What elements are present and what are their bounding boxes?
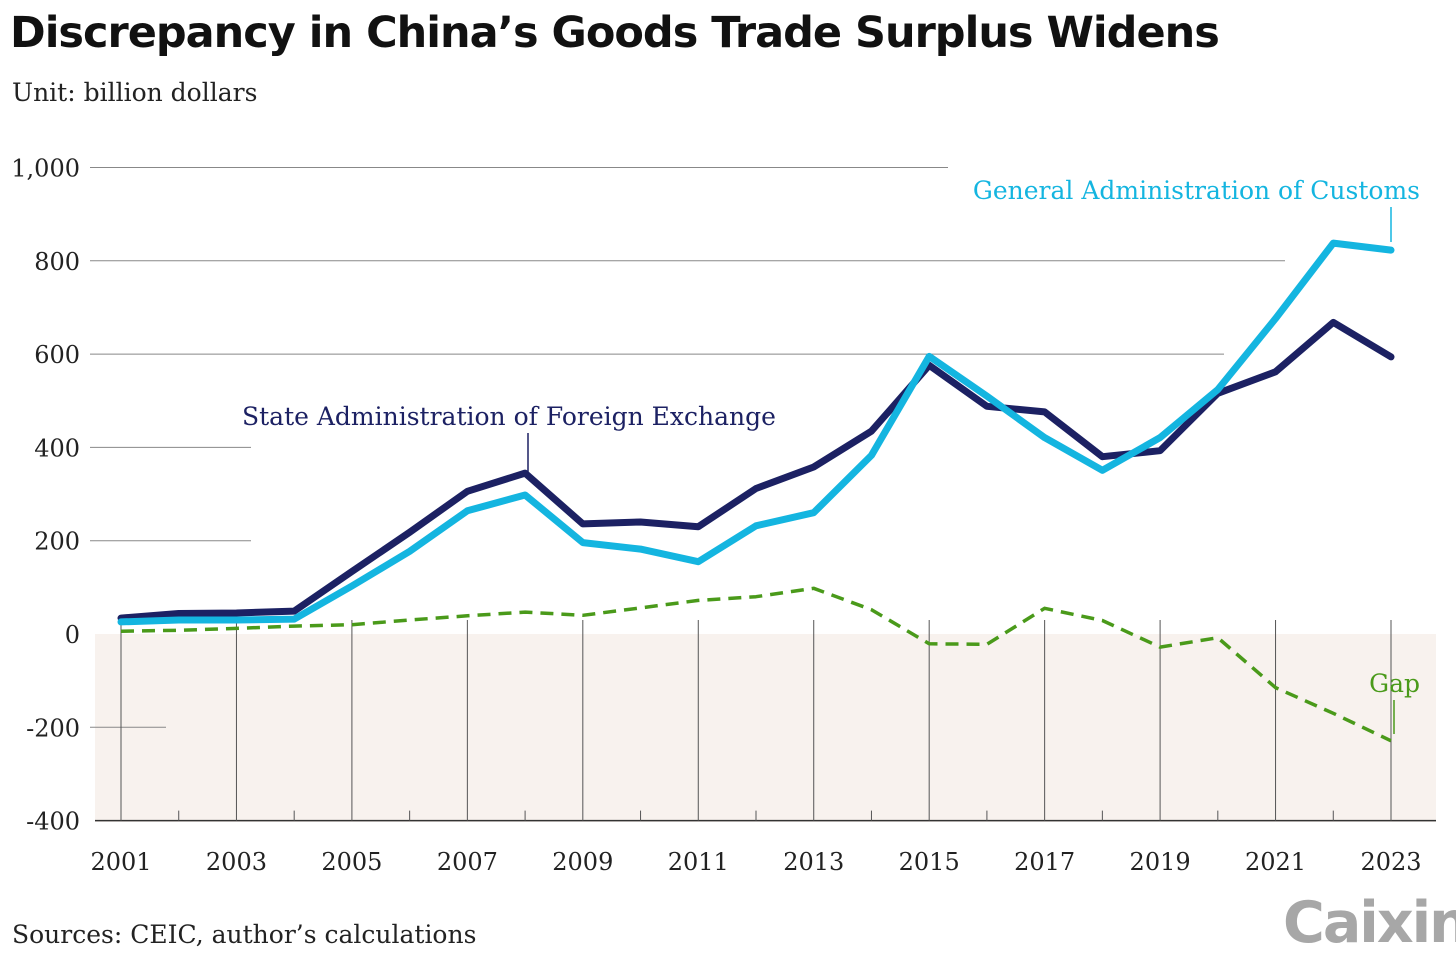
y-axis: 1,000 800 600 400 200 0 -200 -400: [11, 155, 80, 836]
x-tick-label: 2015: [899, 848, 960, 876]
x-tick-label: 2019: [1130, 848, 1191, 876]
y-tick-label: -400: [26, 808, 80, 836]
x-tick-label: 2005: [321, 848, 382, 876]
y-tick-label: -200: [26, 714, 80, 742]
x-axis: 2001 2003 2005 2007 2009 2011 2013 2015 2017 2019…: [90, 620, 1436, 876]
series-line-1: [117, 239, 1395, 626]
series-line-2: [120, 586, 1392, 743]
sources-note: Sources: CEIC, author’s calculations: [12, 920, 477, 949]
series-line-0: [117, 318, 1395, 622]
label-gap: Gap: [1369, 669, 1420, 698]
caixin-logo: Caixin: [1283, 890, 1456, 956]
y-tick-label: 1,000: [11, 155, 80, 183]
negative-region-shading: [95, 634, 1436, 822]
y-tick-label: 400: [34, 434, 80, 462]
x-tick-label: 2001: [90, 848, 151, 876]
x-tick-label: 2023: [1360, 848, 1421, 876]
x-tick-label: 2017: [1014, 848, 1075, 876]
series-lines: [117, 239, 1395, 743]
label-customs: General Administration of Customs: [973, 176, 1420, 205]
x-tick-label: 2013: [783, 848, 844, 876]
unit-label: Unit: billion dollars: [12, 78, 258, 107]
y-tick-label: 200: [34, 528, 80, 556]
x-tick-label: 2009: [552, 848, 613, 876]
x-tick-label: 2003: [206, 848, 267, 876]
chart-title: Discrepancy in China’s Goods Trade Surpl…: [10, 8, 1220, 58]
x-tick-label: 2007: [437, 848, 498, 876]
x-tick-label: 2021: [1245, 848, 1306, 876]
y-tick-label: 0: [65, 621, 80, 649]
y-tick-label: 600: [34, 341, 80, 369]
label-safe: State Administration of Foreign Exchange: [242, 402, 776, 431]
y-tick-label: 800: [34, 248, 80, 276]
series-labels: State Administration of Foreign Exchange…: [242, 176, 1420, 734]
gridlines: [90, 167, 1285, 728]
x-tick-label: 2011: [668, 848, 729, 876]
